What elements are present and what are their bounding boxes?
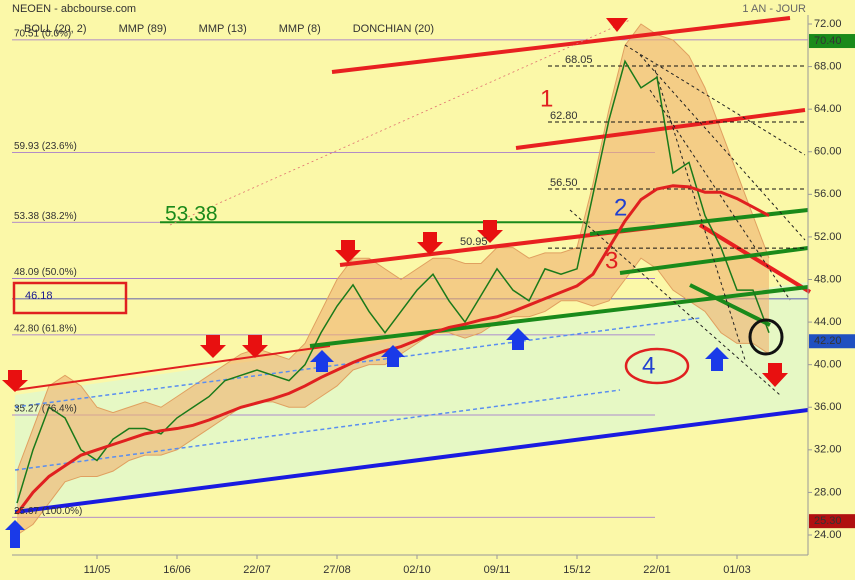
fibonacci-label: 25.67 (100.0%) [14,506,82,517]
key-level-label: 53.38 [165,203,218,226]
trendline [649,89,791,301]
x-tick-label: 27/08 [323,564,351,576]
price-tag [809,334,855,349]
x-tick-label: 02/10 [403,564,431,576]
chart-subtitle: 1 AN - JOUR [742,3,806,15]
buy-arrow [381,345,405,367]
level-label: 68.05 [565,54,593,66]
trendline [14,408,809,514]
trendline [569,209,781,396]
y-tick-label: 64.00 [814,103,842,115]
arrows [2,18,788,392]
x-tick-label: 01/03 [723,564,751,576]
x-tick-label: 09/11 [484,564,511,576]
trendline [515,108,806,150]
fibonacci-label: 35.27 (76.4%) [14,404,77,415]
trendline [698,223,812,294]
annotation: 4 [642,352,655,379]
trendline [14,389,621,471]
y-tick-label: 60.00 [814,146,842,158]
price-tag-label: 25.30 [814,515,842,527]
x-tick-label: 16/06 [163,564,191,576]
sell-arrow [606,18,628,32]
level-label: 62.80 [550,110,578,122]
trendline [589,208,809,236]
y-tick-label: 72.00 [814,18,842,30]
sell-arrow [242,335,268,358]
buy-arrow [310,350,334,372]
trendline [14,317,701,408]
sell-arrow [762,363,788,387]
price-tag [809,514,855,529]
fibonacci-label: 70.51 (0.0%) [14,29,71,40]
fibonacci-label: 53.38 (38.2%) [14,211,77,222]
sell-arrow [200,335,226,358]
arrows [5,328,729,548]
y-tick-label: 24.00 [814,529,842,541]
y-tick-label: 48.00 [814,273,842,285]
y-tick-label: 56.00 [814,188,842,200]
legend-entry: MMP (8) [279,23,321,35]
sell-arrow [335,240,361,263]
buy-arrow [705,347,729,371]
highlight-circle [624,347,690,385]
bollinger-band [17,24,769,535]
trendline [169,19,631,226]
trendline [624,44,806,156]
buy-arrow [5,520,25,548]
sell-arrow [2,370,28,392]
y-tick-label: 28.00 [814,486,842,498]
sell-arrow [417,232,443,255]
y-tick-label: 40.00 [814,359,842,371]
channel-fill [15,282,808,512]
trendline [654,69,746,361]
chart-title: NEOEN - abcbourse.com [12,3,136,15]
trendline [689,283,771,327]
legend-entry: MMP (89) [119,23,167,35]
level-label: 56.50 [550,177,578,189]
price-tag [809,34,855,49]
support-label: 46.18 [25,290,53,302]
y-tick-label: 44.00 [814,316,842,328]
trendline [639,54,806,241]
trendline [331,16,791,74]
buy-arrow [506,328,530,350]
annotation: 3 [605,247,618,274]
y-tick-label: 32.00 [814,444,842,456]
trendline [309,285,809,348]
y-tick-label: 36.00 [814,401,842,413]
legend-entry: MMP (13) [199,23,247,35]
sell-arrow [477,220,503,243]
annotation: 2 [614,194,627,221]
highlight-circle [748,318,784,356]
trendlines [14,16,812,514]
legend-entry: DONCHIAN (20) [353,23,434,35]
price-tag-label: 42.20 [814,335,842,347]
support-box [12,281,128,315]
y-tick-label: 52.00 [814,231,842,243]
x-tick-label: 22/01 [643,564,671,576]
x-tick-label: 11/05 [84,564,111,576]
price-tag-label: 70.40 [814,35,842,47]
fibonacci-label: 59.93 (23.6%) [14,141,77,152]
fibonacci-label: 48.09 (50.0%) [14,267,77,278]
price-line [16,59,770,504]
legend-entry: BOLL (20, 2) [24,23,87,35]
trendline [14,345,331,391]
x-tick-label: 15/12 [563,564,591,576]
bollinger-upper [16,23,770,472]
y-tick-label: 68.00 [814,60,842,72]
annotation: 1 [540,85,553,112]
level-label: 50.95 [460,236,488,248]
x-tick-label: 22/07 [243,564,271,576]
fibonacci-label: 42.80 (61.8%) [14,323,77,334]
